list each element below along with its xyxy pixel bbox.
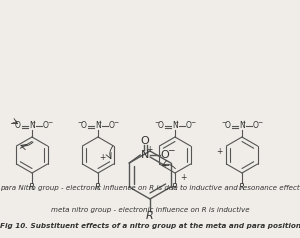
Text: O: O [158, 122, 164, 130]
Text: R: R [95, 183, 101, 192]
Text: O: O [186, 122, 192, 130]
Text: −: − [154, 119, 160, 124]
Text: O: O [109, 122, 115, 130]
Text: R: R [146, 211, 154, 221]
Text: −: − [221, 119, 226, 124]
Text: +: + [98, 119, 102, 124]
Text: −: − [47, 119, 52, 124]
Text: +: + [175, 119, 179, 124]
Text: N: N [239, 122, 245, 130]
Text: O: O [43, 122, 49, 130]
Text: −: − [11, 119, 16, 124]
Text: +: + [146, 145, 152, 154]
Text: O: O [253, 122, 259, 130]
Text: N: N [95, 122, 101, 130]
Text: O: O [141, 136, 150, 146]
Text: +: + [99, 153, 105, 162]
Text: O: O [15, 122, 21, 130]
Text: R: R [29, 183, 35, 192]
Text: +: + [242, 119, 246, 124]
Text: −: − [190, 119, 196, 124]
Text: para Nitro group - electronic influence on R is due to inductive and resonance e: para Nitro group - electronic influence … [0, 185, 300, 191]
Text: Fig 10. Substituent effects of a nitro group at the meta and para position: Fig 10. Substituent effects of a nitro g… [0, 223, 300, 229]
Text: O: O [81, 122, 87, 130]
Text: +: + [32, 119, 36, 124]
Text: O: O [225, 122, 231, 130]
Text: N: N [141, 150, 149, 160]
Text: R: R [239, 183, 245, 192]
Text: +: + [180, 174, 186, 183]
Text: R: R [172, 183, 178, 192]
Text: N: N [172, 122, 178, 130]
Text: −: − [77, 119, 83, 124]
Text: −: − [257, 119, 262, 124]
Text: meta nitro group - electronic influence on R is inductive: meta nitro group - electronic influence … [51, 207, 249, 213]
Text: −: − [167, 145, 175, 154]
Text: +: + [216, 147, 222, 155]
Text: O: O [161, 150, 170, 160]
Text: N: N [29, 122, 35, 130]
Text: −: − [113, 119, 119, 124]
